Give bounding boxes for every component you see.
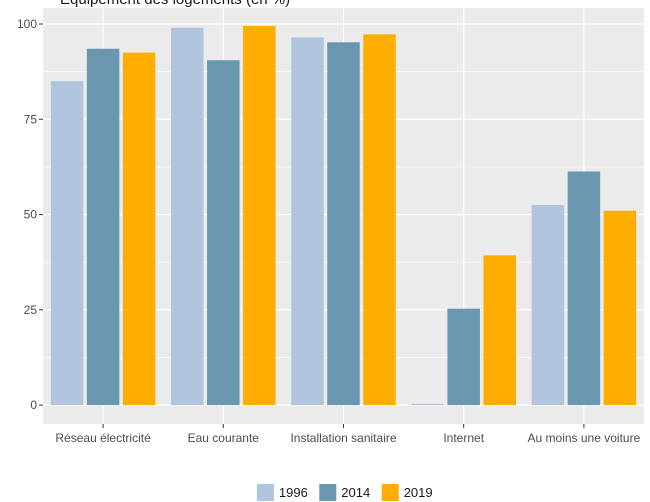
bar-2014-4: [447, 308, 480, 406]
bar-2019-4: [483, 255, 516, 406]
y-tick-label: 25: [24, 303, 38, 317]
x-axis: Réseau électricité Eau courante Installati…: [55, 424, 641, 445]
bars: [50, 25, 637, 406]
bar-1996-4: [411, 403, 444, 406]
y-axis: 0 25 50 75 100: [17, 17, 43, 412]
bar-2014-5: [567, 171, 601, 406]
legend-key-1996: [256, 484, 274, 501]
legend-key-2019: [381, 484, 399, 501]
bar-2019-5: [603, 210, 637, 406]
bar-2019-3: [363, 34, 396, 406]
legend: 1996 2014 2019: [256, 484, 433, 501]
legend-label-2014: 2014: [341, 485, 370, 500]
bar-1996-5: [531, 205, 565, 406]
bar-2014-2: [207, 60, 240, 406]
x-tick-label: Eau courante: [188, 431, 260, 445]
y-tick-label: 50: [24, 208, 38, 222]
y-tick-label: 0: [30, 398, 37, 412]
x-tick-label: Au moins une voiture: [528, 431, 641, 445]
chart-title: Équipement des logements (en %): [60, 0, 290, 8]
bar-1996-3: [291, 37, 324, 406]
legend-label-2019: 2019: [404, 485, 433, 500]
bar-1996-2: [171, 27, 204, 406]
bar-2014-1: [86, 48, 120, 406]
legend-key-2014: [319, 484, 337, 501]
legend-label-1996: 1996: [279, 485, 308, 500]
y-tick-label: 100: [17, 17, 37, 31]
bar-2014-3: [327, 42, 360, 406]
x-tick-label: Installation sanitaire: [290, 431, 396, 445]
bar-1996-1: [50, 81, 84, 406]
x-tick-label: Internet: [443, 431, 484, 445]
x-tick-label: Réseau électricité: [55, 431, 151, 445]
y-tick-label: 75: [24, 112, 38, 126]
bar-2019-1: [122, 52, 156, 406]
bar-2019-2: [243, 25, 276, 406]
